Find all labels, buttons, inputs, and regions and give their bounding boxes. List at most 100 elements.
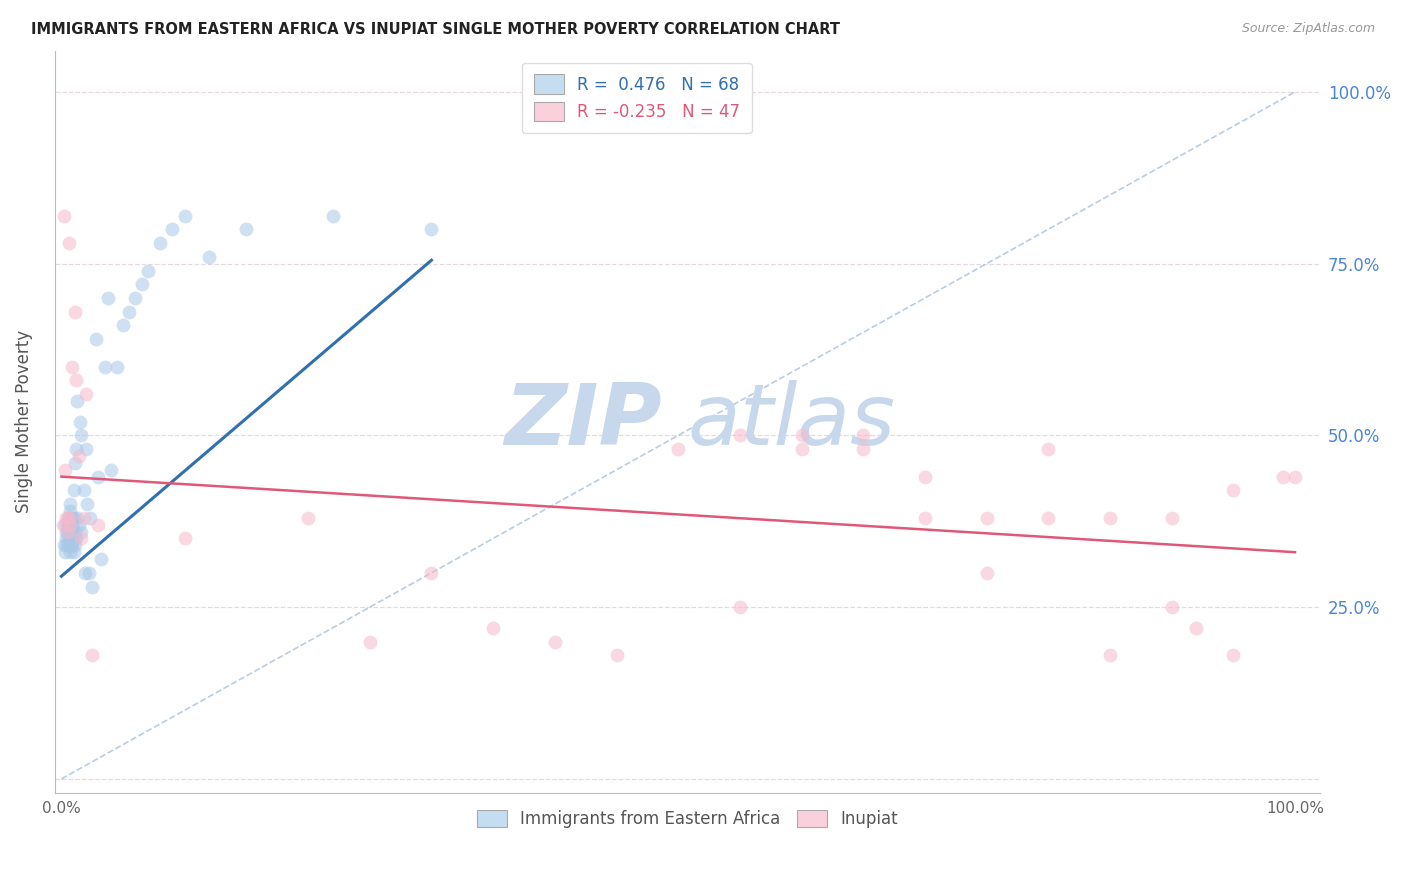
Point	[118, 304, 141, 318]
Point	[124, 291, 146, 305]
Point	[1098, 648, 1121, 663]
Point	[105, 359, 128, 374]
Point	[65, 374, 87, 388]
Point	[52, 209, 75, 223]
Point	[62, 538, 84, 552]
Point	[59, 532, 82, 546]
Point	[56, 511, 79, 525]
Point	[53, 517, 76, 532]
Point	[420, 222, 443, 236]
Point	[53, 545, 76, 559]
Point	[914, 511, 936, 525]
Point	[605, 648, 627, 663]
Point	[84, 332, 107, 346]
Point	[77, 566, 100, 580]
Point	[1098, 511, 1121, 525]
Point	[82, 580, 104, 594]
Point	[976, 511, 998, 525]
Point	[62, 517, 84, 532]
Point	[76, 497, 98, 511]
Point	[58, 532, 80, 546]
Point	[59, 497, 82, 511]
Point	[322, 209, 344, 223]
Point	[235, 222, 257, 236]
Point	[63, 538, 86, 552]
Point	[62, 359, 84, 374]
Point	[1271, 469, 1294, 483]
Point	[60, 538, 83, 552]
Point	[69, 415, 91, 429]
Point	[482, 621, 505, 635]
Point	[1160, 511, 1182, 525]
Point	[58, 511, 80, 525]
Point	[162, 222, 184, 236]
Point	[59, 504, 82, 518]
Point	[93, 359, 115, 374]
Point	[1038, 442, 1060, 457]
Point	[66, 511, 89, 525]
Point	[97, 291, 120, 305]
Point	[420, 566, 443, 580]
Point	[63, 524, 86, 539]
Point	[359, 634, 381, 648]
Y-axis label: Single Mother Poverty: Single Mother Poverty	[15, 330, 32, 513]
Point	[131, 277, 153, 292]
Point	[790, 428, 813, 442]
Legend: Immigrants from Eastern Africa, Inupiat: Immigrants from Eastern Africa, Inupiat	[468, 801, 907, 837]
Point	[70, 532, 93, 546]
Point	[65, 442, 87, 457]
Point	[56, 524, 79, 539]
Point	[52, 517, 75, 532]
Point	[1284, 469, 1306, 483]
Point	[62, 511, 84, 525]
Point	[55, 538, 77, 552]
Point	[100, 463, 122, 477]
Point	[79, 511, 101, 525]
Text: atlas: atlas	[688, 380, 896, 463]
Text: Source: ZipAtlas.com: Source: ZipAtlas.com	[1241, 22, 1375, 36]
Point	[914, 469, 936, 483]
Point	[112, 318, 135, 333]
Point	[56, 511, 79, 525]
Point	[70, 428, 93, 442]
Point	[62, 511, 84, 525]
Point	[55, 511, 77, 525]
Point	[56, 524, 79, 539]
Point	[59, 545, 82, 559]
Point	[52, 538, 75, 552]
Point	[728, 600, 751, 615]
Point	[56, 517, 79, 532]
Point	[136, 263, 159, 277]
Point	[82, 648, 104, 663]
Point	[198, 250, 221, 264]
Point	[852, 428, 875, 442]
Point	[87, 517, 110, 532]
Point	[1222, 648, 1244, 663]
Point	[90, 552, 112, 566]
Point	[63, 304, 86, 318]
Point	[75, 442, 97, 457]
Point	[67, 449, 90, 463]
Point	[58, 538, 80, 552]
Point	[73, 566, 96, 580]
Point	[1160, 600, 1182, 615]
Text: ZIP: ZIP	[505, 380, 662, 463]
Point	[1185, 621, 1208, 635]
Point	[852, 442, 875, 457]
Point	[63, 456, 86, 470]
Point	[173, 209, 195, 223]
Point	[56, 538, 79, 552]
Text: IMMIGRANTS FROM EASTERN AFRICA VS INUPIAT SINGLE MOTHER POVERTY CORRELATION CHAR: IMMIGRANTS FROM EASTERN AFRICA VS INUPIA…	[31, 22, 839, 37]
Point	[60, 532, 83, 546]
Point	[87, 469, 110, 483]
Point	[544, 634, 567, 648]
Point	[58, 235, 80, 250]
Point	[65, 532, 87, 546]
Point	[72, 511, 94, 525]
Point	[72, 483, 94, 498]
Point	[53, 463, 76, 477]
Point	[1222, 483, 1244, 498]
Point	[62, 483, 84, 498]
Point	[62, 545, 84, 559]
Point	[62, 532, 84, 546]
